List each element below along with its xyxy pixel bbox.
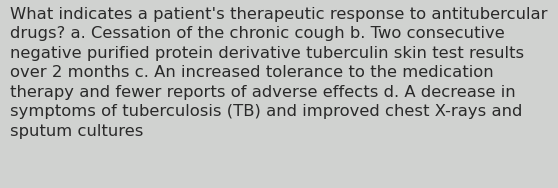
Text: What indicates a patient's therapeutic response to antitubercular
drugs? a. Cess: What indicates a patient's therapeutic r… bbox=[10, 7, 547, 139]
